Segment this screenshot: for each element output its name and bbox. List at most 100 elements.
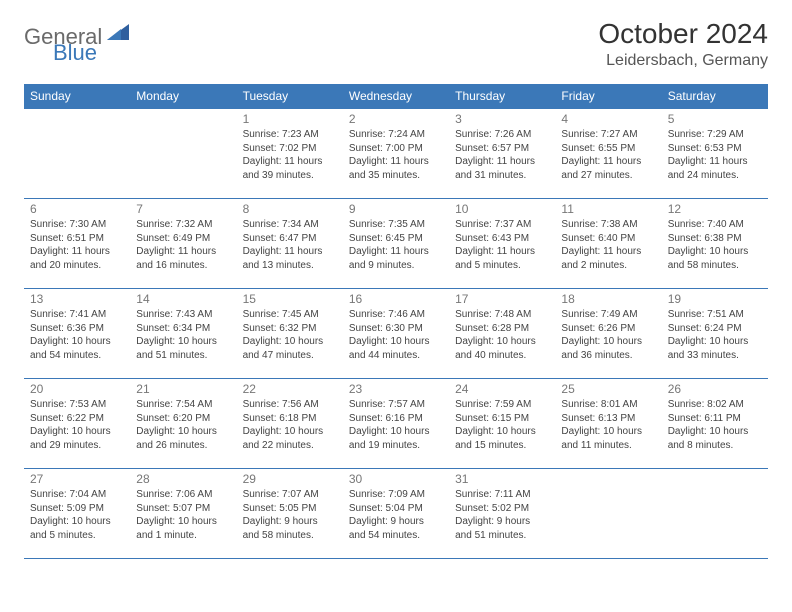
calendar-cell [24,109,130,199]
daylight-line: Daylight: 10 hours and 47 minutes. [243,335,337,362]
calendar-header-row: Sunday Monday Tuesday Wednesday Thursday… [24,84,768,109]
calendar-week-row: 6Sunrise: 7:30 AMSunset: 6:51 PMDaylight… [24,199,768,289]
day-number: 3 [455,112,549,126]
day-number: 14 [136,292,230,306]
calendar-cell: 8Sunrise: 7:34 AMSunset: 6:47 PMDaylight… [237,199,343,289]
day-number: 15 [243,292,337,306]
sunrise-line: Sunrise: 8:02 AM [668,398,762,412]
sunset-line: Sunset: 6:11 PM [668,412,762,426]
sunrise-line: Sunrise: 7:34 AM [243,218,337,232]
sunset-line: Sunset: 6:47 PM [243,232,337,246]
location-label: Leidersbach, Germany [598,52,768,70]
day-header: Saturday [662,84,768,109]
sunrise-line: Sunrise: 7:24 AM [349,128,443,142]
page-title: October 2024 [598,18,768,50]
sunrise-line: Sunrise: 7:48 AM [455,308,549,322]
sunset-line: Sunset: 6:22 PM [30,412,124,426]
daylight-line: Daylight: 11 hours and 35 minutes. [349,155,443,182]
day-number: 27 [30,472,124,486]
daylight-line: Daylight: 9 hours and 54 minutes. [349,515,443,542]
day-number: 11 [561,202,655,216]
day-header: Tuesday [237,84,343,109]
calendar-cell [130,109,236,199]
day-number: 22 [243,382,337,396]
daylight-line: Daylight: 11 hours and 5 minutes. [455,245,549,272]
sunrise-line: Sunrise: 7:38 AM [561,218,655,232]
day-number: 16 [349,292,443,306]
daylight-line: Daylight: 11 hours and 20 minutes. [30,245,124,272]
day-number: 17 [455,292,549,306]
calendar-cell: 5Sunrise: 7:29 AMSunset: 6:53 PMDaylight… [662,109,768,199]
calendar-cell: 14 Sunrise: 7:43 AMSunset: 6:34 PMDayligh… [130,289,236,379]
calendar-cell: 10Sunrise: 7:37 AMSunset: 6:43 PMDayligh… [449,199,555,289]
sunset-line: Sunset: 6:55 PM [561,142,655,156]
calendar-cell: 2Sunrise: 7:24 AMSunset: 7:00 PMDaylight… [343,109,449,199]
calendar-cell: 18Sunrise: 7:49 AMSunset: 6:26 PMDayligh… [555,289,661,379]
calendar-week-row: 27Sunrise: 7:04 AMSunset: 5:09 PMDayligh… [24,469,768,559]
sunset-line: Sunset: 6:45 PM [349,232,443,246]
header: General October 2024 Leidersbach, German… [24,18,768,70]
daylight-line: Daylight: 11 hours and 27 minutes. [561,155,655,182]
sunrise-line: Sunrise: 7:43 AM [136,308,230,322]
sunset-line: Sunset: 5:09 PM [30,502,124,516]
day-number: 25 [561,382,655,396]
calendar-cell: 23Sunrise: 7:57 AMSunset: 6:16 PMDayligh… [343,379,449,469]
day-header: Monday [130,84,236,109]
sunrise-line: Sunrise: 7:27 AM [561,128,655,142]
sunset-line: Sunset: 6:38 PM [668,232,762,246]
daylight-line: Daylight: 9 hours and 58 minutes. [243,515,337,542]
daylight-line: Daylight: 10 hours and 51 minutes. [136,335,230,362]
calendar-cell: 25Sunrise: 8:01 AMSunset: 6:13 PMDayligh… [555,379,661,469]
calendar-cell: 17Sunrise: 7:48 AMSunset: 6:28 PMDayligh… [449,289,555,379]
day-number: 9 [349,202,443,216]
calendar-cell: 7Sunrise: 7:32 AMSunset: 6:49 PMDaylight… [130,199,236,289]
calendar-cell: 4 Sunrise: 7:27 AMSunset: 6:55 PMDaylight… [555,109,661,199]
daylight-line: Daylight: 10 hours and 36 minutes. [561,335,655,362]
daylight-line: Daylight: 11 hours and 31 minutes. [455,155,549,182]
calendar-cell: 11Sunrise: 7:38 AMSunset: 6:40 PMDayligh… [555,199,661,289]
daylight-line: Daylight: 10 hours and 5 minutes. [30,515,124,542]
logo-text-blue: Blue [53,40,97,65]
daylight-line: Daylight: 10 hours and 22 minutes. [243,425,337,452]
daylight-line: Daylight: 11 hours and 24 minutes. [668,155,762,182]
sunset-line: Sunset: 6:40 PM [561,232,655,246]
calendar-cell: 31Sunrise: 7:11 AMSunset: 5:02 PMDayligh… [449,469,555,559]
sunset-line: Sunset: 5:02 PM [455,502,549,516]
day-header: Wednesday [343,84,449,109]
logo-sub: Blue [53,40,97,66]
sunrise-line: Sunrise: 7:11 AM [455,488,549,502]
sunrise-line: Sunrise: 7:07 AM [243,488,337,502]
sunrise-line: Sunrise: 7:04 AM [30,488,124,502]
day-number: 1 [243,112,337,126]
day-number: 4 [561,112,655,126]
sunset-line: Sunset: 6:32 PM [243,322,337,336]
calendar-cell: 12Sunrise: 7:40 AMSunset: 6:38 PMDayligh… [662,199,768,289]
sunrise-line: Sunrise: 7:56 AM [243,398,337,412]
calendar-cell: 29Sunrise: 7:07 AMSunset: 5:05 PMDayligh… [237,469,343,559]
day-number: 23 [349,382,443,396]
day-number: 13 [30,292,124,306]
day-number: 31 [455,472,549,486]
sunset-line: Sunset: 6:34 PM [136,322,230,336]
sunset-line: Sunset: 5:07 PM [136,502,230,516]
calendar-week-row: 13Sunrise: 7:41 AMSunset: 6:36 PMDayligh… [24,289,768,379]
calendar-cell [662,469,768,559]
calendar-cell: 15Sunrise: 7:45 AMSunset: 6:32 PMDayligh… [237,289,343,379]
calendar-table: Sunday Monday Tuesday Wednesday Thursday… [24,84,768,559]
sunrise-line: Sunrise: 7:57 AM [349,398,443,412]
sunrise-line: Sunrise: 7:51 AM [668,308,762,322]
day-number: 28 [136,472,230,486]
sunset-line: Sunset: 5:04 PM [349,502,443,516]
daylight-line: Daylight: 10 hours and 58 minutes. [668,245,762,272]
calendar-cell [555,469,661,559]
day-number: 7 [136,202,230,216]
sunrise-line: Sunrise: 7:30 AM [30,218,124,232]
sunrise-line: Sunrise: 7:23 AM [243,128,337,142]
logo-triangle-icon [107,24,129,40]
sunrise-line: Sunrise: 7:09 AM [349,488,443,502]
calendar-cell: 9Sunrise: 7:35 AMSunset: 6:45 PMDaylight… [343,199,449,289]
sunrise-line: Sunrise: 7:37 AM [455,218,549,232]
daylight-line: Daylight: 11 hours and 13 minutes. [243,245,337,272]
daylight-line: Daylight: 10 hours and 8 minutes. [668,425,762,452]
daylight-line: Daylight: 10 hours and 54 minutes. [30,335,124,362]
